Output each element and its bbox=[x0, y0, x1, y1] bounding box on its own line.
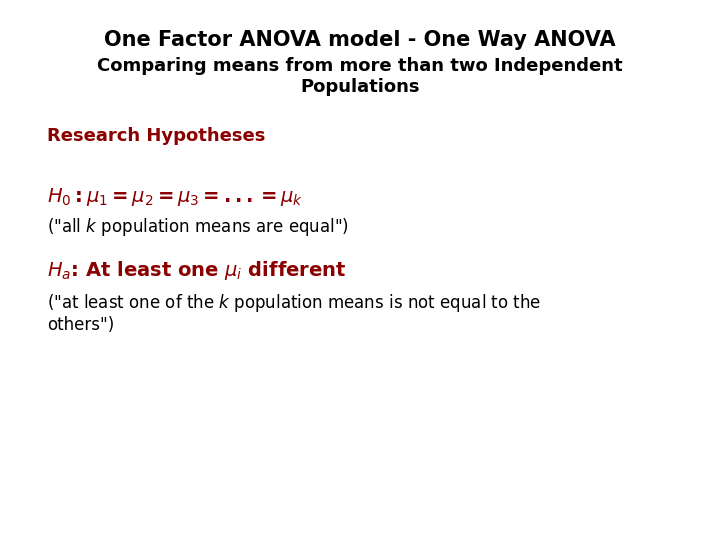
Text: ("all $k$ population means are equal"): ("all $k$ population means are equal") bbox=[47, 216, 348, 238]
Text: $\mathit{H}_0\mathregular{: }\mu_1\mathregular{ = }\mu_2\mathregular{ = }\mu_3\m: $\mathit{H}_0\mathregular{: }\mu_1\mathr… bbox=[47, 186, 303, 208]
Text: Comparing means from more than two Independent: Comparing means from more than two Indep… bbox=[97, 57, 623, 75]
Text: Populations: Populations bbox=[300, 78, 420, 96]
Text: $\mathit{H}_a$: At least one $\mu_i$ different: $\mathit{H}_a$: At least one $\mu_i$ dif… bbox=[47, 259, 346, 282]
Text: One Factor ANOVA model - One Way ANOVA: One Factor ANOVA model - One Way ANOVA bbox=[104, 30, 616, 50]
Text: ("at least one of the $k$ population means is not equal to the
others"): ("at least one of the $k$ population mea… bbox=[47, 292, 541, 334]
Text: Research Hypotheses: Research Hypotheses bbox=[47, 127, 265, 145]
